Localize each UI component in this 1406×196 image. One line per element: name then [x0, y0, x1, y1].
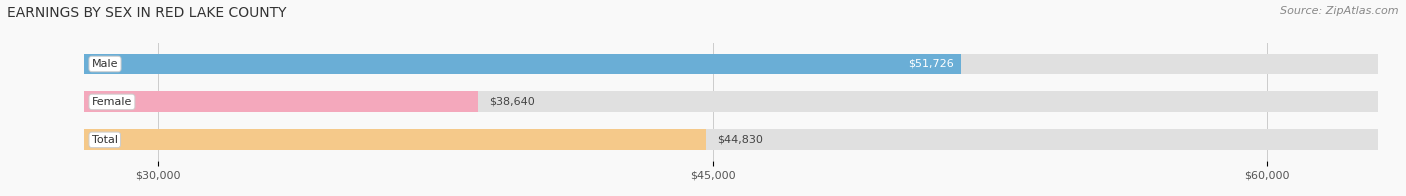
Bar [84, 129, 706, 150]
Text: Female: Female [91, 97, 132, 107]
Text: $51,726: $51,726 [908, 59, 953, 69]
Bar [84, 54, 1378, 74]
Text: $38,640: $38,640 [489, 97, 534, 107]
Text: $44,830: $44,830 [717, 135, 763, 145]
Bar [84, 54, 962, 74]
Text: Male: Male [91, 59, 118, 69]
Bar [84, 92, 1378, 112]
Text: EARNINGS BY SEX IN RED LAKE COUNTY: EARNINGS BY SEX IN RED LAKE COUNTY [7, 6, 287, 20]
Text: Source: ZipAtlas.com: Source: ZipAtlas.com [1281, 6, 1399, 16]
Bar [84, 129, 1378, 150]
Text: Total: Total [91, 135, 118, 145]
Bar [84, 92, 478, 112]
